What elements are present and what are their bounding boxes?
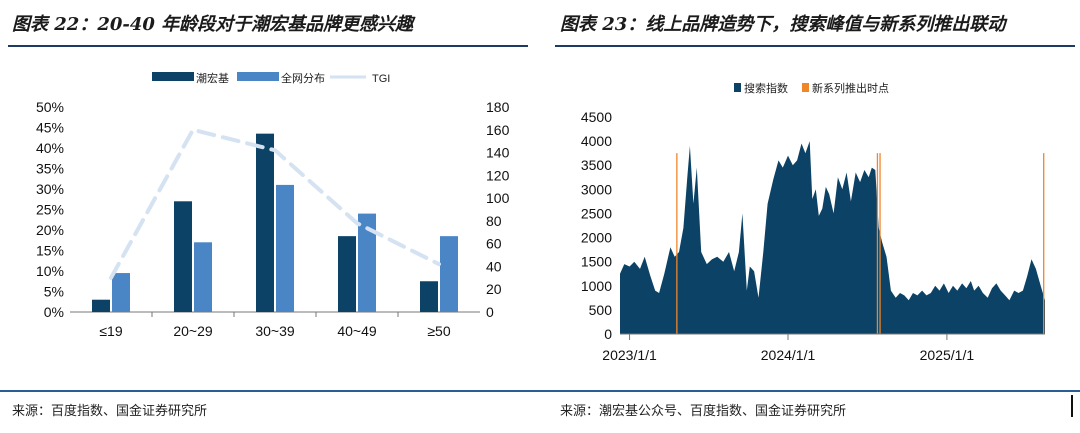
right-y-tick-label: 0 — [486, 304, 494, 320]
y-tick-label: 2000 — [581, 230, 612, 246]
search-index-area — [620, 141, 1045, 334]
right-chart-title: 图表 23：线上品牌造势下，搜索峰值与新系列推出联动 — [560, 14, 1006, 35]
right-y-tick-label: 100 — [486, 190, 510, 206]
x-tick-label: 2025/1/1 — [920, 347, 975, 363]
right-y-tick-label: 120 — [486, 167, 510, 183]
legend-label: TGI — [372, 73, 390, 85]
bar-brand — [174, 201, 192, 312]
x-tick-label: 40~49 — [337, 323, 377, 339]
right-title-rule — [555, 45, 1075, 47]
legend-swatch — [152, 72, 194, 81]
y-tick-label: 3500 — [581, 157, 612, 173]
x-tick-label: ≤19 — [99, 323, 122, 339]
bar-brand — [420, 281, 438, 312]
left-y-tick-label: 20% — [36, 222, 64, 238]
x-tick-label: 30~39 — [255, 323, 295, 339]
right-y-tick-label: 180 — [486, 99, 510, 115]
left-y-tick-label: 40% — [36, 140, 64, 156]
footer-rule — [0, 390, 1080, 392]
left-y-tick-label: 0% — [44, 304, 64, 320]
bar-brand — [338, 236, 356, 312]
x-tick-label: 2024/1/1 — [761, 347, 816, 363]
y-tick-label: 4000 — [581, 133, 612, 149]
right-y-tick-label: 40 — [486, 258, 502, 274]
bar-brand — [256, 133, 274, 312]
bar-all-network — [194, 242, 212, 312]
bar-all-network — [112, 273, 130, 312]
y-tick-label: 500 — [589, 302, 613, 318]
y-tick-label: 1000 — [581, 278, 612, 294]
y-tick-label: 4500 — [581, 109, 612, 125]
left-y-tick-label: 30% — [36, 181, 64, 197]
search-index-chart: 0 500 1000 1500 2000 2500 3000 3500 4000 4500 2023… — [581, 81, 1045, 363]
age-distribution-chart: 0% 5% 10% 15% 20% 25% 30% 35% 40% 45% 50% 0 20 40 60 80… — [36, 71, 510, 339]
right-source-note: 来源：潮宏基公众号、百度指数、国金证券研究所 — [560, 404, 847, 419]
y-tick-label: 3000 — [581, 181, 612, 197]
right-y-tick-label: 20 — [486, 281, 502, 297]
left-y-tick-label: 50% — [36, 99, 64, 115]
right-y-tick-label: 160 — [486, 122, 510, 138]
right-y-tick-label: 80 — [486, 213, 502, 229]
left-y-tick-label: 25% — [36, 202, 64, 218]
left-y-tick-label: 15% — [36, 243, 64, 259]
x-tick-label: 2023/1/1 — [602, 347, 657, 363]
left-y-tick-label: 10% — [36, 263, 64, 279]
left-y-tick-label: 45% — [36, 120, 64, 136]
page-edge-marker — [1071, 395, 1073, 417]
bar-all-network — [276, 184, 294, 312]
legend-label: 全网分布 — [281, 71, 325, 85]
tgi-line — [109, 127, 441, 280]
legend-swatch — [802, 83, 809, 92]
left-source-note: 来源：百度指数、国金证券研究所 — [12, 404, 208, 419]
legend-swatch — [237, 72, 279, 81]
bar-all-network — [358, 213, 376, 312]
right-y-tick-label: 60 — [486, 236, 502, 252]
bar-brand — [92, 299, 110, 312]
y-tick-label: 1500 — [581, 254, 612, 270]
x-tick-label: 20~29 — [173, 323, 213, 339]
legend-label: 潮宏基 — [196, 71, 229, 85]
y-tick-label: 0 — [604, 326, 612, 342]
left-y-tick-label: 5% — [44, 284, 64, 300]
legend-swatch — [734, 83, 741, 92]
right-y-tick-label: 140 — [486, 145, 510, 161]
legend-label: 新系列推出时点 — [812, 81, 889, 95]
left-chart-title: 图表 22：20-40 年龄段对于潮宏基品牌更感兴趣 — [12, 14, 414, 35]
left-title-rule — [8, 45, 528, 47]
x-tick-label: ≥50 — [427, 323, 450, 339]
left-y-tick-label: 35% — [36, 161, 64, 177]
legend-label: 搜索指数 — [744, 81, 788, 95]
y-tick-label: 2500 — [581, 205, 612, 221]
bar-all-network — [440, 236, 458, 312]
